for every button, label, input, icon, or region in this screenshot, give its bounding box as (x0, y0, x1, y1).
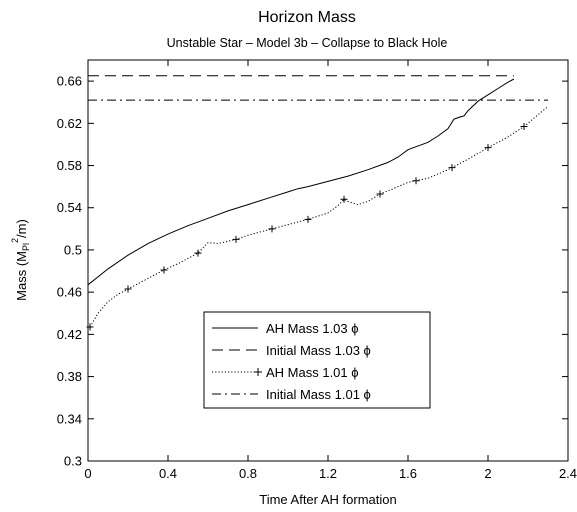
y-axis-label-main: Mass (M (14, 251, 29, 301)
y-tick-label: 0.42 (57, 327, 82, 342)
chart-title: Horizon Mass (258, 9, 356, 26)
x-tick-label: 1.2 (319, 466, 337, 481)
ah-mass-101-marker (376, 190, 384, 198)
y-axis-label-tail: /m) (14, 219, 29, 238)
y-tick-label: 0.58 (57, 158, 82, 173)
legend-swatch-ah-mass-101-marker (254, 368, 262, 376)
ah-mass-101-marker (304, 215, 312, 223)
y-tick-label: 0.62 (57, 116, 82, 131)
y-tick-label: 0.66 (57, 74, 82, 89)
x-tick-label: 0.4 (159, 466, 177, 481)
series-group (86, 75, 549, 331)
x-tick-label: 0.8 (239, 466, 257, 481)
ah-mass-101-marker (520, 122, 528, 130)
y-axis-label-sub: Pl (21, 243, 31, 251)
ah-mass-101-marker (484, 144, 492, 152)
ah-mass-101-marker (268, 225, 276, 233)
ah-mass-101-marker (448, 164, 456, 172)
chart-subtitle: Unstable Star – Model 3b – Collapse to B… (167, 36, 448, 50)
y-axis-label-sup: 2 (10, 238, 20, 243)
x-axis-label: Time After AH formation (259, 492, 397, 507)
y-tick-label: 0.5 (64, 242, 82, 257)
y-tick-label: 0.34 (57, 411, 82, 426)
y-tick-label: 0.46 (57, 285, 82, 300)
x-tick-label: 2.4 (559, 466, 577, 481)
series-ah-mass-101 (89, 106, 549, 328)
ah-mass-101-marker (86, 323, 94, 331)
legend-box (203, 311, 431, 409)
legend-label-initial-mass-101: Initial Mass 1.01 ϕ (266, 387, 371, 402)
y-tick-label: 0.54 (57, 200, 82, 215)
y-tick-label: 0.38 (57, 369, 82, 384)
series-ah-mass-103 (87, 78, 515, 286)
y-tick-label: 0.3 (64, 454, 82, 469)
x-tick-label: 0 (84, 466, 91, 481)
ah-mass-101-marker (194, 249, 202, 257)
ah-mass-101-marker (232, 235, 240, 243)
legend-label-initial-mass-103: Initial Mass 1.03 ϕ (266, 343, 371, 358)
ah-mass-101-marker (124, 285, 132, 293)
y-axis-label: Mass (MPl2/m) (10, 219, 31, 301)
legend: AH Mass 1.03 ϕ Initial Mass 1.03 ϕ AH Ma… (203, 311, 431, 409)
ah-mass-101-marker (160, 266, 168, 274)
ah-mass-101-marker (340, 195, 348, 203)
ah-mass-101-marker (412, 177, 420, 185)
legend-label-ah-mass-101: AH Mass 1.01 ϕ (266, 365, 359, 380)
x-tick-label: 1.6 (399, 466, 417, 481)
legend-label-ah-mass-103: AH Mass 1.03 ϕ (266, 321, 359, 336)
x-tick-label: 2 (484, 466, 491, 481)
axis-ticks: 0 0.4 0.8 1.2 1.6 2 2.4 0.3 0.34 0.38 0.42 0.46 0.5 0… (57, 60, 577, 481)
